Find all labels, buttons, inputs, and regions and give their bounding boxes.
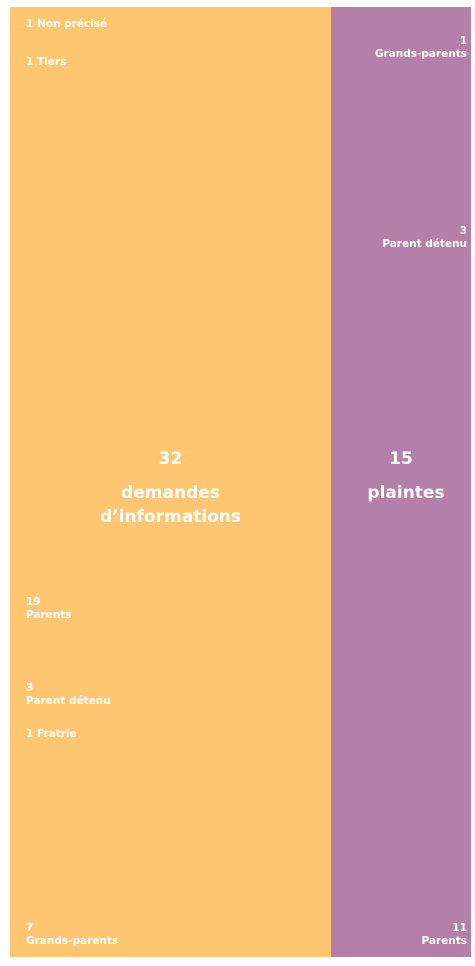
segment-value: 1 bbox=[26, 56, 34, 68]
segment-name: Parent détenu bbox=[382, 238, 467, 251]
segment-label: 1 Tiers bbox=[26, 56, 66, 69]
segment-name: Parents bbox=[421, 934, 467, 947]
segment-label: 1 Non précisé bbox=[26, 18, 107, 31]
segment: 1 Tiers bbox=[10, 45, 331, 83]
segment-label: 11 Parents bbox=[421, 922, 467, 948]
segment-value: 1 bbox=[459, 35, 467, 48]
segment-name: Grands-parents bbox=[374, 48, 467, 61]
segment-label: 1 Fratrie bbox=[26, 728, 77, 741]
segment-value: 1 bbox=[26, 728, 34, 741]
segment-value: 11 bbox=[452, 921, 467, 934]
segment-name: Grands-parents bbox=[26, 934, 119, 947]
segment: 3 Parent détenu bbox=[10, 630, 331, 718]
column-label: 15 plaintes bbox=[331, 447, 471, 505]
segment-name: Fratrie bbox=[36, 728, 77, 741]
column-name: demandes d’informations bbox=[99, 483, 242, 527]
segment-label: 3 Parent détenu bbox=[382, 225, 467, 251]
segment: 1 Fratrie bbox=[10, 717, 331, 756]
column: 1 Grands-parents 3 Parent détenu 11 Parents 15… bbox=[331, 7, 471, 957]
segment-label: 7 Grands-parents bbox=[26, 922, 118, 948]
segment: 1 Non précisé bbox=[10, 7, 331, 45]
segment-value: 3 bbox=[459, 225, 467, 238]
segment-name: Parents bbox=[26, 608, 72, 621]
segment-value: 19 bbox=[26, 595, 41, 608]
segment-name: Non précisé bbox=[36, 18, 108, 30]
column-total: 15 bbox=[389, 449, 413, 469]
segment-value: 7 bbox=[26, 921, 34, 934]
segment-label: 3 Parent détenu bbox=[26, 682, 111, 708]
segment-label: 1 Grands-parents bbox=[375, 35, 467, 61]
segment-name: Tiers bbox=[36, 56, 67, 68]
segment-label: 19 Parents bbox=[26, 596, 72, 622]
segment: 19 Parents bbox=[10, 83, 331, 631]
column-name: plaintes bbox=[367, 483, 445, 503]
column: 1 Non précisé 1 Tiers 19 Parents 3 Parent dét… bbox=[10, 7, 331, 957]
segment-value: 1 bbox=[26, 18, 34, 30]
segment-value: 3 bbox=[26, 682, 34, 695]
segment: 3 Parent détenu bbox=[331, 70, 471, 261]
segment: 11 Parents bbox=[331, 260, 471, 957]
segment-name: Parent détenu bbox=[26, 695, 111, 708]
segment: 7 Grands-parents bbox=[10, 755, 331, 957]
column-total: 32 bbox=[158, 449, 183, 469]
column-label: 32 demandes d’informations bbox=[10, 447, 331, 529]
segment: 1 Grands-parents bbox=[331, 7, 471, 71]
